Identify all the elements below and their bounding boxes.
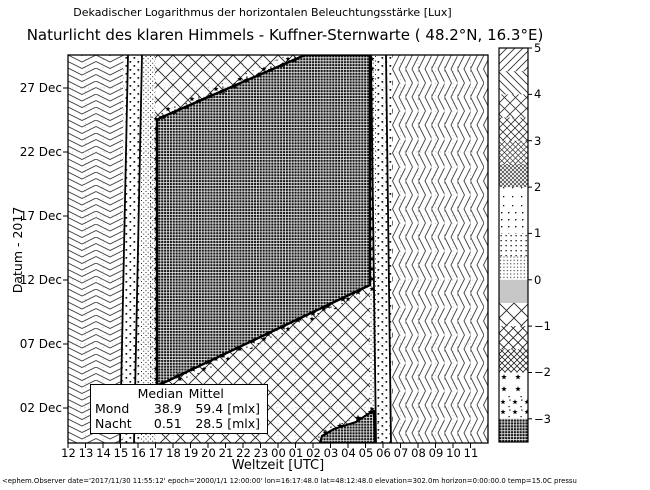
x-tick-label: 13 [78,446,94,460]
legend-header-row: Median Mittel [95,386,263,401]
x-tick-label: 01 [288,446,304,460]
x-tick-label: 09 [428,446,444,460]
legend-median-value: 0.51 [153,416,182,431]
x-tick-label: 22 [236,446,251,460]
plot-area [67,54,489,444]
legend-unit: [mlx] [227,416,260,431]
x-tick-label: 14 [96,446,111,460]
legend-col-mittel: Mittel [188,386,224,401]
x-tick-label: 08 [411,446,426,460]
legend-row-label: Nacht [95,416,132,431]
x-tick-label: 21 [218,446,234,460]
x-tick-label: 12 [61,446,76,460]
colorbar-tick-label: 5 [534,41,542,55]
legend-unit: [mlx] [227,401,260,416]
x-tick-label: 19 [183,446,199,460]
colorbar-tick-label: 2 [534,180,542,194]
colorbar-tick-label: 1 [534,226,542,240]
x-tick-label: 00 [271,446,286,460]
twilight-contour-lines [119,55,392,443]
x-tick-label: 20 [201,446,216,460]
x-tick-label: 07 [393,446,409,460]
x-tick-label: 04 [341,446,356,460]
legend-row-nacht: Nacht 0.51 28.5 [mlx] [95,416,263,431]
y-tick-label: 17 Dec [19,209,62,223]
legend-mittel-value: 59.4 [195,401,224,416]
x-tick-label: 02 [306,446,321,460]
x-tick-label: 03 [323,446,339,460]
colorbar-tick-marks [528,47,532,420]
x-tick-label: 16 [131,446,146,460]
x-tick-label: 06 [376,446,391,460]
y-tick-label: 07 Dec [19,337,62,351]
colorbar-tick-label: −2 [534,365,551,379]
daylight-right-region [392,55,488,443]
x-tick-label: 11 [463,446,479,460]
x-tick-label: 10 [446,446,461,460]
y-tick-label: 22 Dec [19,145,62,159]
colorbar-tick-label: 4 [534,87,542,101]
legend-row-label: Mond [95,401,130,416]
colorbar-tick-label: 3 [534,134,542,148]
x-tick-label: 05 [358,446,374,460]
early-dec-dark-patch [315,404,380,443]
x-tick-label: 18 [166,446,181,460]
daylight-left-region [68,55,123,443]
x-tick-label: 17 [148,446,164,460]
legend-median-value: 38.9 [153,401,182,416]
legend-mittel-value: 28.5 [195,416,224,431]
stats-legend-box: Median Mittel Mond 38.9 59.4 [mlx] Nacht… [90,384,268,434]
ephem-observer-footer: <ephem.Observer date='2017/11/30 11:55:1… [2,477,577,485]
x-tick-label: 15 [113,446,129,460]
colorbar-tick-label: 0 [534,273,542,287]
figure-suptitle: Dekadischer Logarithmus der horizontalen… [73,6,452,19]
y-tick-label: 27 Dec [19,81,62,95]
y-tick-label: 02 Dec [19,401,62,415]
colorbar-tick-label: −3 [534,412,551,426]
figure-title: Naturlicht des klaren Himmels - Kuffner-… [26,26,544,44]
legend-col-median: Median [137,386,184,401]
colorbar [498,47,532,443]
y-axis-label: Datum - 2017 [10,206,25,294]
axis-tick-marks [63,87,471,448]
x-tick-label: 23 [253,446,269,460]
x-axis-label: Weltzeit [UTC] [231,458,325,473]
legend-row-mond: Mond 38.9 59.4 [mlx] [95,401,263,416]
y-tick-label: 12 Dec [19,273,62,287]
colorbar-tick-label: −1 [534,319,551,333]
